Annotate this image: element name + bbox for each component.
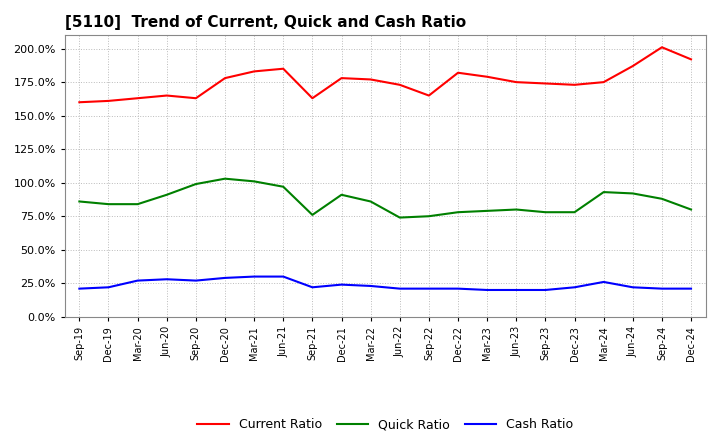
Quick Ratio bbox=[541, 209, 550, 215]
Cash Ratio bbox=[541, 287, 550, 293]
Cash Ratio bbox=[192, 278, 200, 283]
Current Ratio bbox=[599, 80, 608, 85]
Current Ratio bbox=[308, 95, 317, 101]
Current Ratio bbox=[337, 76, 346, 81]
Current Ratio bbox=[425, 93, 433, 98]
Cash Ratio bbox=[483, 287, 492, 293]
Quick Ratio bbox=[629, 191, 637, 196]
Cash Ratio bbox=[104, 285, 113, 290]
Line: Quick Ratio: Quick Ratio bbox=[79, 179, 691, 217]
Current Ratio bbox=[366, 77, 375, 82]
Cash Ratio bbox=[366, 283, 375, 289]
Current Ratio bbox=[133, 95, 142, 101]
Cash Ratio bbox=[425, 286, 433, 291]
Cash Ratio bbox=[133, 278, 142, 283]
Current Ratio bbox=[279, 66, 287, 71]
Quick Ratio bbox=[337, 192, 346, 198]
Quick Ratio bbox=[570, 209, 579, 215]
Current Ratio bbox=[629, 63, 637, 69]
Quick Ratio bbox=[657, 196, 666, 202]
Quick Ratio bbox=[75, 199, 84, 204]
Quick Ratio bbox=[425, 213, 433, 219]
Quick Ratio bbox=[454, 209, 462, 215]
Cash Ratio bbox=[395, 286, 404, 291]
Quick Ratio bbox=[512, 207, 521, 212]
Current Ratio bbox=[395, 82, 404, 88]
Line: Cash Ratio: Cash Ratio bbox=[79, 277, 691, 290]
Quick Ratio bbox=[395, 215, 404, 220]
Quick Ratio bbox=[366, 199, 375, 204]
Current Ratio bbox=[454, 70, 462, 75]
Quick Ratio bbox=[308, 212, 317, 217]
Current Ratio bbox=[483, 74, 492, 79]
Quick Ratio bbox=[483, 208, 492, 213]
Cash Ratio bbox=[687, 286, 696, 291]
Current Ratio bbox=[570, 82, 579, 88]
Text: [5110]  Trend of Current, Quick and Cash Ratio: [5110] Trend of Current, Quick and Cash … bbox=[65, 15, 466, 30]
Current Ratio bbox=[104, 98, 113, 103]
Current Ratio bbox=[220, 76, 229, 81]
Line: Current Ratio: Current Ratio bbox=[79, 47, 691, 102]
Cash Ratio bbox=[220, 275, 229, 281]
Quick Ratio bbox=[279, 184, 287, 189]
Cash Ratio bbox=[308, 285, 317, 290]
Quick Ratio bbox=[687, 207, 696, 212]
Current Ratio bbox=[192, 95, 200, 101]
Current Ratio bbox=[657, 44, 666, 50]
Quick Ratio bbox=[250, 179, 258, 184]
Cash Ratio bbox=[75, 286, 84, 291]
Cash Ratio bbox=[279, 274, 287, 279]
Quick Ratio bbox=[104, 202, 113, 207]
Legend: Current Ratio, Quick Ratio, Cash Ratio: Current Ratio, Quick Ratio, Cash Ratio bbox=[192, 413, 578, 436]
Cash Ratio bbox=[599, 279, 608, 285]
Cash Ratio bbox=[629, 285, 637, 290]
Quick Ratio bbox=[192, 181, 200, 187]
Cash Ratio bbox=[163, 277, 171, 282]
Current Ratio bbox=[163, 93, 171, 98]
Cash Ratio bbox=[570, 285, 579, 290]
Quick Ratio bbox=[599, 190, 608, 195]
Current Ratio bbox=[512, 80, 521, 85]
Cash Ratio bbox=[512, 287, 521, 293]
Current Ratio bbox=[75, 99, 84, 105]
Cash Ratio bbox=[337, 282, 346, 287]
Current Ratio bbox=[541, 81, 550, 86]
Quick Ratio bbox=[133, 202, 142, 207]
Current Ratio bbox=[250, 69, 258, 74]
Quick Ratio bbox=[163, 192, 171, 198]
Cash Ratio bbox=[250, 274, 258, 279]
Cash Ratio bbox=[657, 286, 666, 291]
Cash Ratio bbox=[454, 286, 462, 291]
Quick Ratio bbox=[220, 176, 229, 181]
Current Ratio bbox=[687, 57, 696, 62]
